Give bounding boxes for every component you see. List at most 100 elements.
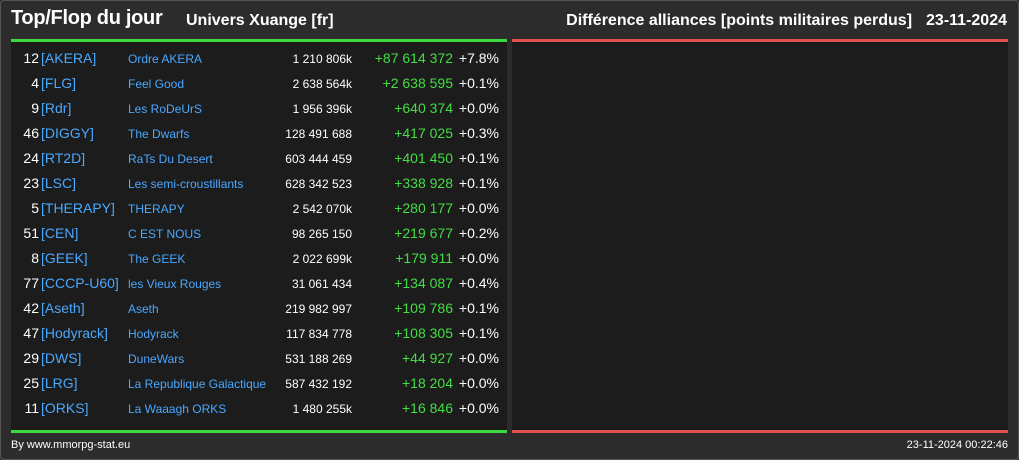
percent-change: +0.0% [458,250,499,266]
alliance-rank: 46 [23,125,39,141]
alliance-tag[interactable]: [Hodyrack] [41,325,108,341]
alliance-name[interactable]: THERAPY [128,202,185,216]
alliance-tag[interactable]: [CCCP-U60] [41,275,119,291]
alliance-name[interactable]: C EST NOUS [128,227,202,241]
alliance-points: 2 542 070k [292,202,352,216]
alliance-points: 117 834 778 [286,327,352,341]
universe-label: Univers Xuange [fr] [186,12,334,29]
percent-change: +0.3% [458,125,499,141]
points-difference: +640 374 [394,100,453,116]
alliance-rank: 12 [23,50,39,66]
points-difference: +134 087 [394,275,453,291]
alliance-points: 628 342 523 [285,177,352,191]
flop-panel-accent-top [512,39,1008,42]
alliance-name[interactable]: The Dwarfs [128,127,190,141]
top-panel-accent-top [11,39,507,42]
alliance-points: 98 265 150 [291,227,352,241]
page-title: Top/Flop du jour [11,7,163,29]
alliance-tag[interactable]: [LRG] [41,375,78,391]
alliance-name[interactable]: The GEEK [128,252,186,266]
top-panel [11,40,507,432]
alliance-rank: 4 [31,75,39,91]
alliance-points: 1 956 396k [292,102,352,116]
alliance-points: 219 982 997 [285,302,352,316]
alliance-tag[interactable]: [GEEK] [41,250,88,266]
alliance-rank: 11 [24,400,39,416]
alliance-name[interactable]: La Waaagh ORKS [128,402,227,416]
alliance-tag[interactable]: [DWS] [41,350,82,366]
alliance-points: 587 432 192 [285,377,352,391]
points-difference: +109 786 [394,300,453,316]
list-item: 25 [LRG] La Republique Galactique 587 432 1… [11,372,507,397]
list-item: 23 [LSC] Les semi-croustillants 628 342 523… [11,172,507,197]
alliance-tag[interactable]: [CEN] [41,225,79,241]
percent-change: +0.1% [458,325,499,341]
alliance-points: 31 061 434 [291,277,352,291]
alliance-rank: 51 [23,225,39,241]
alliance-rank: 5 [31,200,39,216]
alliance-name[interactable]: DuneWars [128,352,185,366]
alliance-rank: 25 [23,375,39,391]
alliance-tag[interactable]: [THERAPY] [41,200,115,216]
list-item: 46 [DIGGY] The Dwarfs 128 491 688 +417 025 +0… [11,122,507,147]
alliance-tag[interactable]: [FLG] [41,75,77,91]
alliance-name[interactable]: Feel Good [128,77,185,91]
alliance-tag[interactable]: [LSC] [41,175,77,191]
percent-change: +0.0% [458,350,499,366]
alliance-tag[interactable]: [RT2D] [41,150,86,166]
percent-change: +0.0% [458,375,499,391]
alliance-rank: 77 [23,275,39,291]
points-difference: +280 177 [394,200,453,216]
flop-panel [512,40,1008,432]
alliance-points: 1 480 255k [292,402,352,416]
ranking-type-label: Différence alliances [points militaires … [566,12,913,29]
list-item: 24 [RT2D] RaTs Du Desert 603 444 459 +401 45… [11,147,507,172]
percent-change: +0.2% [458,225,499,241]
alliance-tag[interactable]: [Aseth] [41,300,85,316]
alliance-name[interactable]: Hodyrack [128,327,179,341]
alliance-points: 2 022 699k [292,252,352,266]
flop-panel-accent-bottom [512,430,1008,433]
percent-change: +7.8% [458,50,499,66]
percent-change: +0.1% [458,175,499,191]
list-item: 77 [CCCP-U60] les Vieux Rouges 31 061 434 +1… [11,272,507,297]
list-item: 9 [Rdr] Les RoDeUrS 1 956 396k +640 374 +0.0% [11,97,507,122]
alliance-points: 128 491 688 [285,127,352,141]
alliance-tag[interactable]: [AKERA] [41,50,97,66]
percent-change: +0.1% [458,75,499,91]
list-item: 47 [Hodyrack] Hodyrack 117 834 778 +108 305 +… [11,322,507,347]
percent-change: +0.0% [458,200,499,216]
alliance-name[interactable]: Les semi-croustillants [128,177,244,191]
percent-change: +0.1% [458,300,499,316]
percent-change: +0.1% [458,150,499,166]
alliance-rank: 8 [31,250,39,266]
footer-timestamp: 23-11-2024 00:22:46 [906,439,1008,451]
alliance-name[interactable]: Aseth [128,302,159,316]
points-difference: +338 928 [394,175,453,191]
alliance-points: 1 210 806k [292,52,352,66]
list-item: 5 [THERAPY] THERAPY 2 542 070k +280 177 +0.0% [11,197,507,222]
alliance-tag[interactable]: [ORKS] [41,400,89,416]
alliance-rank: 47 [23,325,39,341]
points-difference: +219 677 [394,225,453,241]
points-difference: +417 025 [394,125,453,141]
top-list: 12 [AKERA] Ordre AKERA 1 210 806k +87 614 37… [11,47,507,422]
alliance-name[interactable]: Ordre AKERA [128,52,203,66]
top-panel-accent-bottom [11,430,507,433]
alliance-name[interactable]: RaTs Du Desert [128,152,213,166]
list-item: 12 [AKERA] Ordre AKERA 1 210 806k +87 614 37… [11,47,507,72]
percent-change: +0.0% [458,100,499,116]
points-difference: +44 927 [402,350,453,366]
points-difference: +108 305 [394,325,453,341]
alliance-name[interactable]: La Republique Galactique [128,377,267,391]
list-item: 4 [FLG] Feel Good 2 638 564k +2 638 595 +0.1% [11,72,507,97]
source-credit: By www.mmorpg-stat.eu [11,439,131,451]
points-difference: +401 450 [394,150,453,166]
points-difference: +179 911 [395,250,453,266]
list-item: 11 [ORKS] La Waaagh ORKS 1 480 255k +16 846 +… [11,397,507,422]
alliance-rank: 9 [31,100,39,116]
alliance-name[interactable]: Les RoDeUrS [128,102,203,116]
alliance-tag[interactable]: [DIGGY] [41,125,94,141]
alliance-tag[interactable]: [Rdr] [41,100,72,116]
alliance-name[interactable]: les Vieux Rouges [128,277,222,291]
